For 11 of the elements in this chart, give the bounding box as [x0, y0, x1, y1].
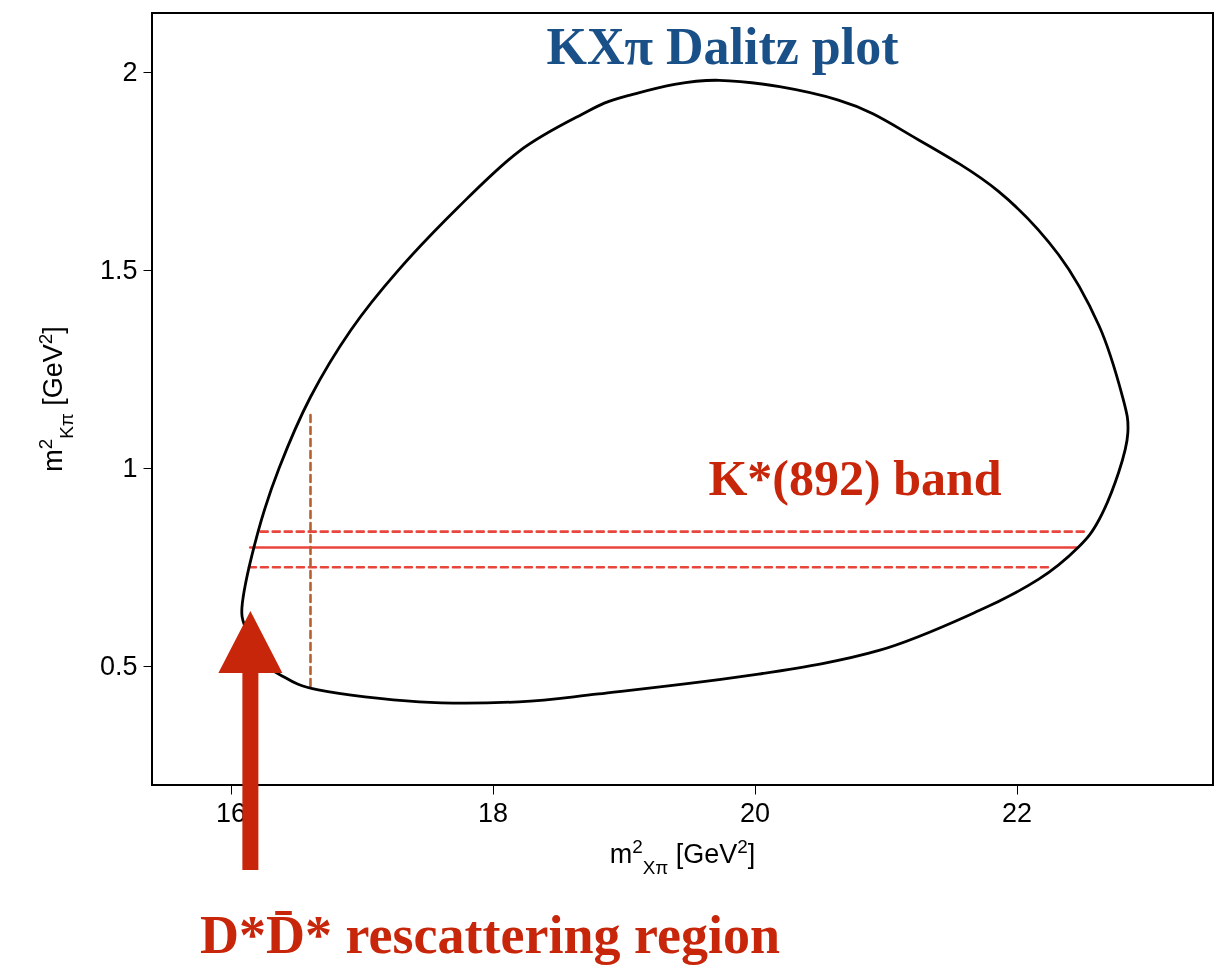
x-tick-label: 20 [740, 797, 771, 828]
chart-title: KXπ Dalitz plot [546, 18, 900, 75]
x-tick-label: 18 [478, 797, 509, 828]
y-tick-label: 2 [122, 56, 138, 87]
annotation: K*(892) band [708, 450, 1002, 506]
text: D*D̄* rescattering region [200, 905, 780, 965]
x-axis-title: m$^{2}$$_{Xπ}$ [GeV$^{2}$] [609, 835, 756, 878]
y-tick-label: 1.5 [99, 254, 138, 285]
y-tick-label: 0.5 [99, 650, 138, 681]
y-tick-label: 1 [122, 452, 138, 483]
x-tick-label: 22 [1002, 797, 1033, 828]
